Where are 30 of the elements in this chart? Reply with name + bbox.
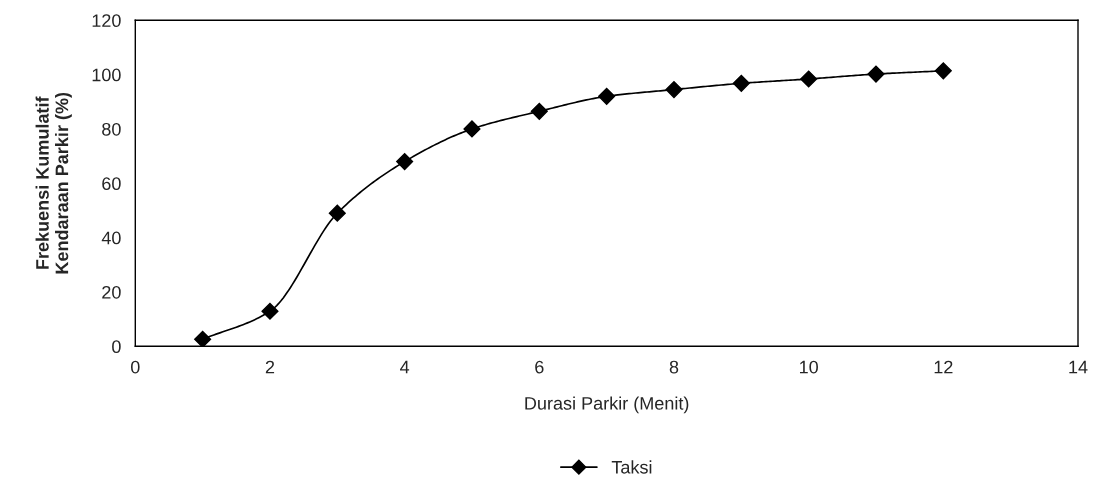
y-tick-label: 60	[102, 177, 121, 191]
point	[261, 302, 279, 320]
x-tick-label: 4	[400, 360, 410, 374]
point	[934, 62, 952, 80]
point	[867, 65, 885, 83]
point	[530, 102, 548, 120]
y-tick-label: 80	[102, 122, 121, 136]
point	[800, 70, 818, 88]
y-tick-label: 100	[92, 68, 121, 82]
point	[598, 87, 616, 105]
x-tick-label: 2	[265, 360, 275, 374]
point	[665, 81, 683, 99]
x-tick-label: 10	[799, 360, 818, 374]
legend-label: Taksi	[611, 460, 652, 474]
point	[463, 120, 481, 138]
y-axis-title: Frekuensi Kumulatif Kendaraan Parkir (%)	[35, 92, 72, 274]
y-tick-label: 0	[112, 340, 121, 354]
point	[328, 204, 346, 222]
point	[396, 153, 414, 171]
y-tick-label: 20	[102, 285, 121, 299]
point	[732, 74, 750, 92]
x-tick-label: 0	[130, 360, 140, 374]
point	[194, 330, 212, 347]
y-tick-label: 120	[92, 14, 121, 28]
x-tick-label: 8	[669, 360, 679, 374]
y-tick-label: 40	[101, 231, 121, 245]
x-axis-title: Durasi Parkir (Menit)	[525, 396, 689, 414]
x-tick-label: 12	[934, 360, 953, 374]
x-tick-label: 14	[1069, 360, 1088, 374]
x-tick-label: 6	[535, 360, 544, 374]
